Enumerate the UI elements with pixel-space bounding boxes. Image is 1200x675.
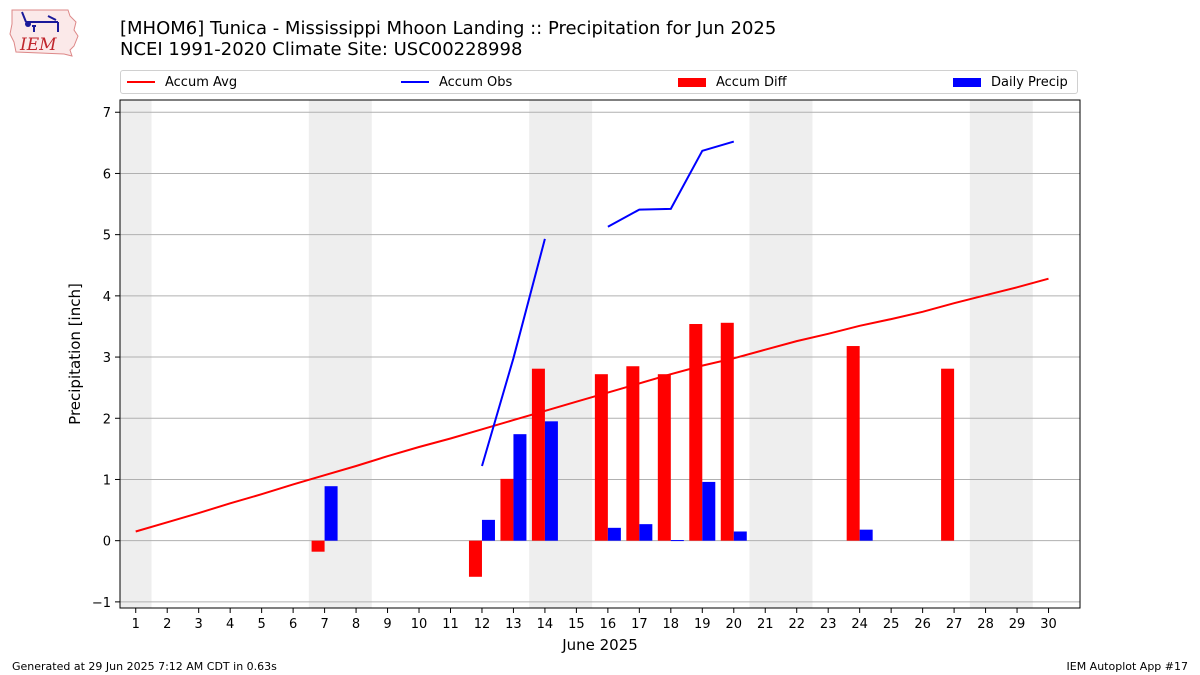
footer-generated-text: Generated at 29 Jun 2025 7:12 AM CDT in …	[12, 660, 277, 673]
legend-item-accum-avg: Accum Avg	[127, 71, 237, 93]
daily-precip-bar	[481, 519, 495, 541]
accum-diff-bar	[720, 322, 734, 541]
daily-precip-bar	[607, 527, 621, 541]
legend-label-daily-precip: Daily Precip	[991, 74, 1068, 90]
accum-diff-bar	[657, 374, 671, 541]
daily-precip-bar	[544, 421, 558, 541]
legend-item-daily-precip: Daily Precip	[953, 71, 1068, 93]
accum-obs-line	[607, 140, 735, 228]
legend-label-accum-diff: Accum Diff	[716, 74, 787, 90]
chart-title: [MHOM6] Tunica - Mississippi Mhoon Landi…	[120, 18, 776, 60]
legend-item-accum-diff: Accum Diff	[678, 71, 787, 93]
y-tick-label: 0	[103, 535, 111, 550]
x-tick-label: 27	[946, 617, 963, 632]
y-tick-label: −1	[92, 596, 111, 611]
x-tick-label: 26	[914, 617, 931, 632]
y-tick-label: 2	[103, 412, 111, 427]
x-tick-label: 2	[163, 617, 171, 632]
x-tick-label: 22	[788, 617, 805, 632]
x-tick-label: 24	[851, 617, 868, 632]
logo-text: IEM	[19, 35, 57, 55]
x-tick-label: 23	[820, 617, 837, 632]
weekend-shading-band	[120, 100, 152, 608]
weekend-shading-band	[529, 100, 593, 608]
x-tick-label: 21	[757, 617, 774, 632]
y-tick-label: 7	[103, 106, 111, 121]
x-tick-label: 3	[195, 617, 203, 632]
accum-diff-bar	[626, 366, 640, 541]
x-tick-label: 13	[505, 617, 522, 632]
x-tick-label: 1	[132, 617, 140, 632]
daily-precip-bar	[324, 486, 338, 541]
x-tick-label: 8	[352, 617, 360, 632]
y-tick-label: 1	[103, 473, 111, 488]
chart-title-line2: NCEI 1991-2020 Climate Site: USC00228998	[120, 39, 523, 60]
x-tick-label: 10	[411, 617, 428, 632]
daily-precip-bar	[733, 531, 747, 541]
accum-diff-bar	[311, 540, 325, 552]
chart-title-line1: [MHOM6] Tunica - Mississippi Mhoon Landi…	[120, 18, 777, 39]
y-tick-label: 4	[103, 290, 111, 305]
weather-station-icon	[21, 11, 59, 32]
chart-legend: Accum Avg Accum Obs Accum Diff Daily Pre…	[120, 70, 1078, 94]
legend-swatch-daily-precip	[953, 77, 981, 87]
x-tick-label: 9	[383, 617, 391, 632]
x-tick-label: 19	[694, 617, 711, 632]
x-tick-label: 11	[442, 617, 459, 632]
y-tick-label: 3	[103, 351, 111, 366]
legend-swatch-accum-obs	[401, 81, 429, 83]
legend-label-accum-avg: Accum Avg	[165, 74, 238, 90]
x-tick-label: 6	[289, 617, 297, 632]
x-tick-label: 4	[226, 617, 234, 632]
x-tick-label: 17	[631, 617, 648, 632]
iem-logo: IEM	[9, 9, 79, 57]
daily-precip-bar	[639, 524, 653, 541]
x-tick-label: 5	[257, 617, 265, 632]
weekend-shading-band	[308, 100, 372, 608]
accum-diff-bar	[468, 540, 482, 577]
daily-precip-bar	[670, 540, 684, 542]
legend-item-accum-obs: Accum Obs	[401, 71, 512, 93]
x-axis-label: June 2025	[561, 636, 638, 654]
x-tick-label: 18	[663, 617, 680, 632]
x-tick-label: 12	[474, 617, 491, 632]
y-tick-label: 6	[103, 167, 111, 182]
legend-swatch-accum-avg	[127, 81, 155, 83]
daily-precip-bar	[859, 529, 873, 541]
accum-diff-bar	[531, 368, 545, 541]
accum-diff-bar	[846, 346, 860, 541]
plot-frame	[119, 99, 1081, 609]
legend-label-accum-obs: Accum Obs	[439, 74, 513, 90]
y-axis-label: Precipitation [inch]	[66, 283, 84, 425]
x-tick-label: 29	[1009, 617, 1026, 632]
daily-precip-bar	[513, 434, 527, 541]
x-tick-label: 20	[725, 617, 742, 632]
x-tick-label: 7	[320, 617, 328, 632]
footer-app-text: IEM Autoplot App #17	[1066, 660, 1189, 673]
accum-avg-line	[135, 277, 1049, 533]
accum-diff-bar	[594, 374, 608, 541]
accum-diff-bar	[500, 478, 514, 541]
accum-diff-bar	[689, 324, 703, 541]
x-tick-label: 25	[883, 617, 900, 632]
legend-swatch-accum-diff	[678, 77, 706, 87]
accum-diff-bar	[941, 368, 955, 541]
weekend-shading-band	[969, 100, 1033, 608]
accum-obs-line	[481, 238, 546, 467]
x-tick-label: 28	[977, 617, 994, 632]
station-dot-icon	[25, 21, 31, 27]
x-tick-label: 16	[600, 617, 617, 632]
x-tick-label: 14	[537, 617, 554, 632]
y-tick-label: 5	[103, 229, 111, 244]
x-tick-label: 30	[1040, 617, 1057, 632]
weekend-shading-band	[749, 100, 813, 608]
x-tick-label: 15	[568, 617, 585, 632]
daily-precip-bar	[702, 481, 716, 541]
